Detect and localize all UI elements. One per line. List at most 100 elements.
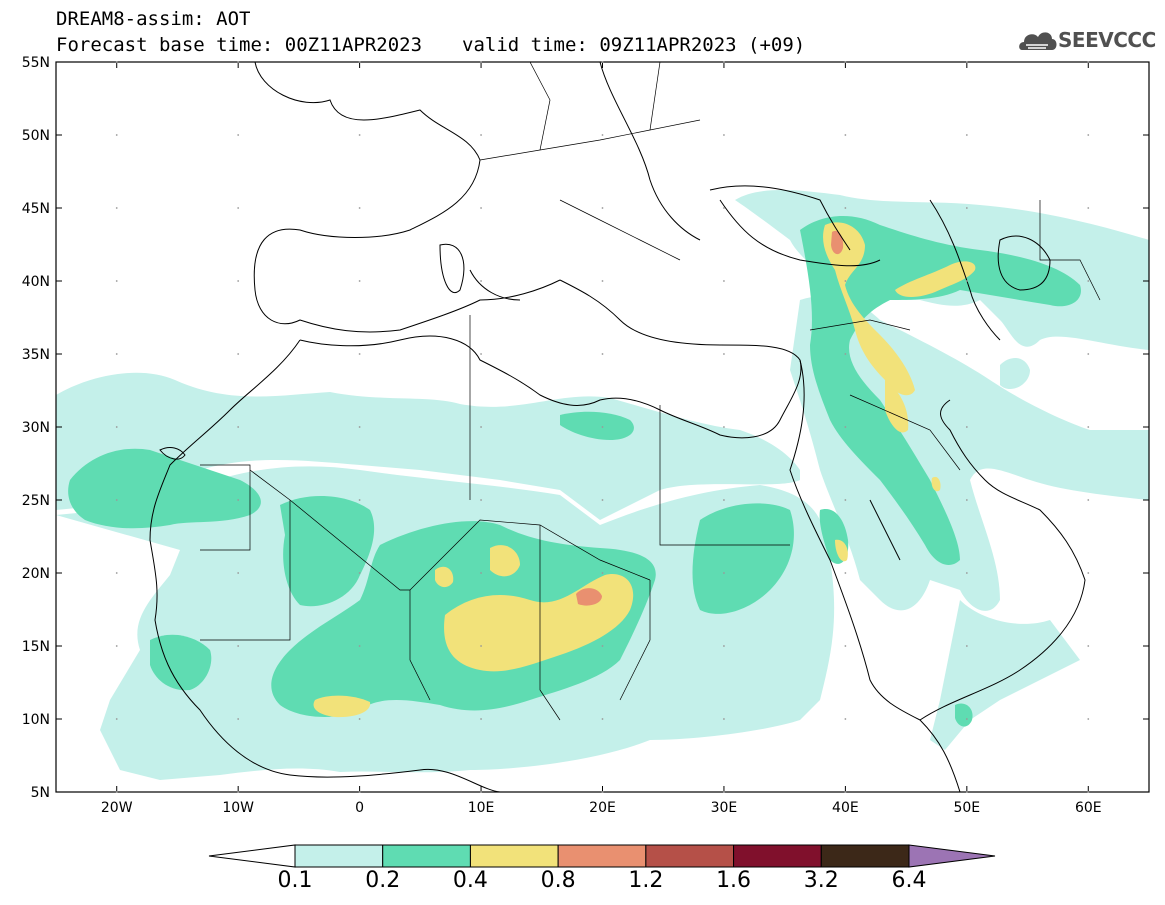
grid-point [115,134,118,136]
grid-point [965,61,968,63]
colorbar-box [557,844,647,868]
grid-point [844,134,847,136]
grid-point [358,426,361,428]
colorbar-level-label: 3.2 [803,868,839,893]
lat-label: 10N [22,712,50,728]
grid-point [1087,134,1090,136]
grid-point [723,353,725,355]
grid-point [115,280,118,282]
lon-label: 50E [953,800,980,816]
grid-point [237,353,240,355]
colorbar-level-label: 0.8 [540,868,576,893]
grid-point [965,280,968,282]
grid-point [844,353,847,355]
grid-point [965,207,968,209]
grid-point [237,134,240,136]
grid-point [1087,645,1090,647]
grid-point [844,572,847,574]
grid-point [601,645,604,647]
lat-label: 45N [22,201,50,217]
grid-point [480,791,482,793]
lon-label: 0 [355,800,364,816]
forecast-time-line: Forecast base time: 00Z11APR2023 valid ti… [56,34,805,56]
grid-point [844,207,847,209]
colorbar-level-label: 1.6 [716,868,752,893]
grid-point [1087,791,1090,793]
grid-point [965,572,968,574]
grid-point [480,280,482,282]
grid-point [115,499,118,501]
grid-point [601,791,604,793]
grid-point [358,499,361,501]
lat-label: 20N [22,566,50,582]
grid-point [1087,718,1090,720]
grid-point [723,499,725,501]
grid-point [480,207,482,209]
grid-point [480,718,482,720]
grid-point [601,353,604,355]
grid-point [115,207,118,209]
colorbar-high-arrow [908,844,996,868]
grid-point [237,718,240,720]
grid-point [1087,353,1090,355]
grid-point [115,572,118,574]
longitude-labels: 20W 10W 0 10E 20E 30E 40E 50E 60E [101,800,1102,816]
axis-ticks [56,61,1149,793]
grid-point [1087,207,1090,209]
colorbar-level-label: 1.2 [628,868,664,893]
grid-point [480,645,482,647]
grid-point [480,426,482,428]
grid-point [358,645,361,647]
colorbar [208,844,996,868]
grid-point [965,134,968,136]
grid-point [601,207,604,209]
grid-point [1087,61,1090,63]
lat-label: 25N [22,493,50,509]
grid-point [844,718,847,720]
latitude-labels: 55N 50N 45N 40N 35N 30N 25N 20N 15N 10N 5N [22,55,50,801]
grid-point [965,353,968,355]
lat-label: 35N [22,347,50,363]
grid-point [601,426,604,428]
grid-point [358,280,361,282]
grid-point [237,280,240,282]
grid-point [844,426,847,428]
grid-point [965,426,968,428]
grid-point [844,791,847,793]
colorbar-level-label: 0.4 [452,868,488,893]
grid-point [115,426,118,428]
grid-point [965,645,968,647]
grid-point [237,61,240,63]
aot-contours [56,190,1149,780]
grid-point [358,791,361,793]
grid-point [358,572,361,574]
colorbar-box [382,844,471,868]
grid-point [480,134,482,136]
grid-point [237,791,240,793]
grid-point [844,280,847,282]
grid-point [723,791,725,793]
lat-label: 30N [22,420,50,436]
grid-point [723,207,725,209]
colorbar-level-label: 0.2 [365,868,401,893]
coastlines [149,62,1086,792]
grid-point [601,718,604,720]
grid-point [601,499,604,501]
grid-point [358,61,361,63]
grid-point [480,572,482,574]
grid-point [965,499,968,501]
grid-point [965,718,968,720]
grid-point [115,718,118,720]
lon-label: 20W [101,800,133,816]
grid-point [480,61,482,63]
colorbar-low-arrow [208,844,296,868]
grid-point [723,718,725,720]
lat-label: 15N [22,639,50,655]
grid-point [844,499,847,501]
grid-point [115,645,118,647]
grid-points [115,61,1090,793]
valid-time: valid time: 09Z11APR2023 (+09) [462,34,806,56]
base-time: Forecast base time: 00Z11APR2023 [56,34,423,56]
grid-point [358,353,361,355]
